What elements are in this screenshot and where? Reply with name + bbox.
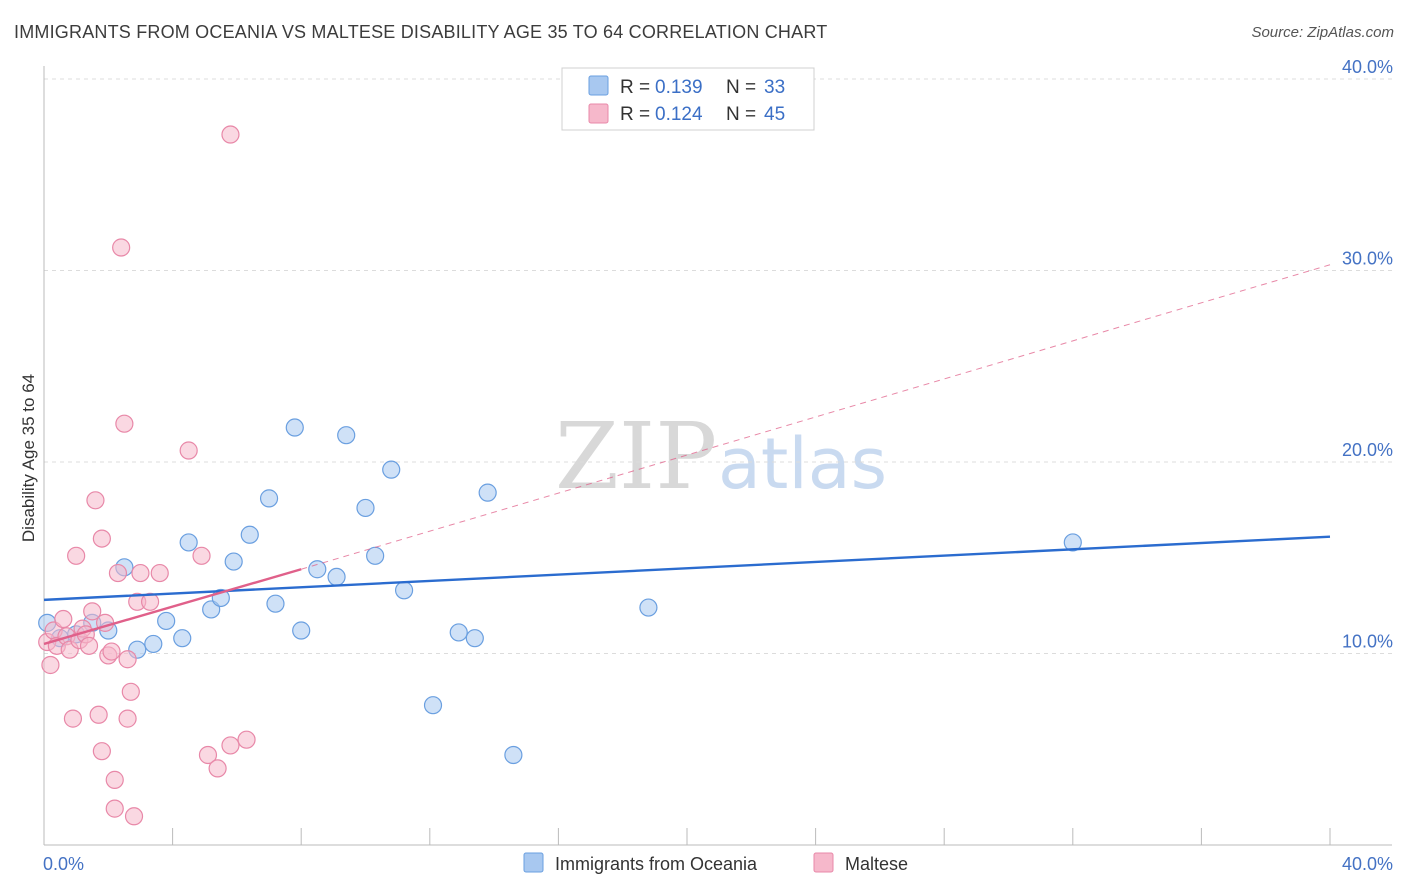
maltese-point <box>124 807 144 826</box>
bottom-legend-swatch-maltese <box>813 852 834 873</box>
oceania-point <box>478 483 497 502</box>
oceania-point <box>179 533 198 552</box>
maltese-point <box>79 636 99 655</box>
oceania-point <box>394 581 414 600</box>
bottom-legend-label-oceania: Immigrants from Oceania <box>555 854 758 874</box>
oceania-point <box>173 629 192 648</box>
y-tick-label: 20.0% <box>1342 440 1393 460</box>
maltese-point <box>179 441 198 460</box>
oceania-point <box>423 696 443 715</box>
bottom-legend: Immigrants from Oceania Maltese <box>523 852 908 874</box>
oceania-point <box>144 634 163 654</box>
oceania-point <box>224 552 243 571</box>
maltese-point <box>140 592 160 611</box>
oceania-point <box>266 594 285 613</box>
legend-n-value-oceania: 33 <box>764 77 785 98</box>
y-tick-label: 10.0% <box>1342 632 1393 652</box>
maltese-point <box>92 742 111 761</box>
gridlines <box>44 78 1392 654</box>
maltese-trend-line <box>43 568 302 646</box>
oceania-point <box>504 745 523 765</box>
bottom-legend-label-maltese: Maltese <box>845 854 908 874</box>
legend-r-value-oceania: 0.139 <box>655 77 703 98</box>
oceania-point <box>259 489 279 508</box>
maltese-point <box>118 709 137 728</box>
maltese-point <box>89 705 108 724</box>
watermark: ZIP atlas <box>555 403 887 510</box>
legend-r-label-oceania: R = <box>620 77 650 98</box>
legend-n-value-maltese: 45 <box>764 104 785 125</box>
oceania-point <box>382 460 401 479</box>
bottom-legend-swatch-oceania <box>523 852 544 873</box>
oceania-trend-line <box>43 535 1331 602</box>
legend: R = 0.139 N = 33 R = 0.124 N = 45 <box>561 67 815 131</box>
maltese-point <box>118 650 137 669</box>
maltese-point <box>115 414 134 433</box>
maltese-point <box>108 563 128 583</box>
maltese-point <box>54 609 73 629</box>
oceania-point <box>639 598 658 617</box>
maltese-point <box>192 546 211 565</box>
x-tick-label: 0.0% <box>43 854 84 874</box>
maltese-point <box>150 563 169 583</box>
legend-n-label-oceania: N = <box>726 77 756 98</box>
data-points <box>38 125 1082 826</box>
legend-n-label-maltese: N = <box>726 104 756 125</box>
source-label: Source: ZipAtlas.com <box>1251 24 1394 41</box>
oceania-point <box>327 567 346 587</box>
oceania-point <box>356 498 375 518</box>
maltese-point <box>237 730 256 749</box>
maltese-point <box>86 491 105 510</box>
y-axis-title: Disability Age 35 to 64 <box>19 374 38 542</box>
maltese-point <box>112 238 131 257</box>
oceania-point <box>240 525 259 544</box>
maltese-point <box>63 709 83 728</box>
oceania-point <box>157 611 176 631</box>
legend-r-value-maltese: 0.124 <box>655 104 703 125</box>
watermark-zip: ZIP <box>555 403 717 510</box>
maltese-point <box>105 799 124 818</box>
maltese-point <box>92 529 111 548</box>
maltese-point <box>102 642 121 661</box>
maltese-point <box>41 655 60 675</box>
oceania-point <box>292 621 311 640</box>
oceania-point <box>285 418 304 437</box>
maltese-point <box>221 736 240 755</box>
legend-swatch-maltese <box>588 103 609 124</box>
tick-labels: 10.0% 20.0% 30.0% 40.0% 0.0% 40.0% <box>43 57 1393 874</box>
oceania-point <box>366 546 385 565</box>
maltese-point <box>208 759 227 778</box>
y-tick-label: 40.0% <box>1342 57 1393 77</box>
oceania-point <box>465 629 484 648</box>
x-tick-label: 40.0% <box>1342 854 1393 874</box>
maltese-point <box>131 563 150 583</box>
legend-r-label-maltese: R = <box>620 104 650 125</box>
oceania-point <box>308 560 327 579</box>
maltese-point <box>221 125 240 144</box>
y-tick-label: 30.0% <box>1342 249 1393 269</box>
maltese-point <box>105 770 124 789</box>
maltese-point <box>198 745 218 765</box>
maltese-point <box>121 682 140 701</box>
chart-title: IMMIGRANTS FROM OCEANIA VS MALTESE DISAB… <box>14 22 828 42</box>
maltese-trend-line-dashed <box>301 264 1331 570</box>
oceania-point <box>1063 533 1082 552</box>
maltese-point <box>83 602 102 621</box>
trend-lines <box>43 264 1331 646</box>
watermark-atlas: atlas <box>718 423 887 505</box>
axes <box>43 66 1392 846</box>
maltese-point <box>67 546 86 565</box>
legend-swatch-oceania <box>588 75 609 96</box>
oceania-point <box>449 623 468 642</box>
oceania-point <box>337 426 356 445</box>
